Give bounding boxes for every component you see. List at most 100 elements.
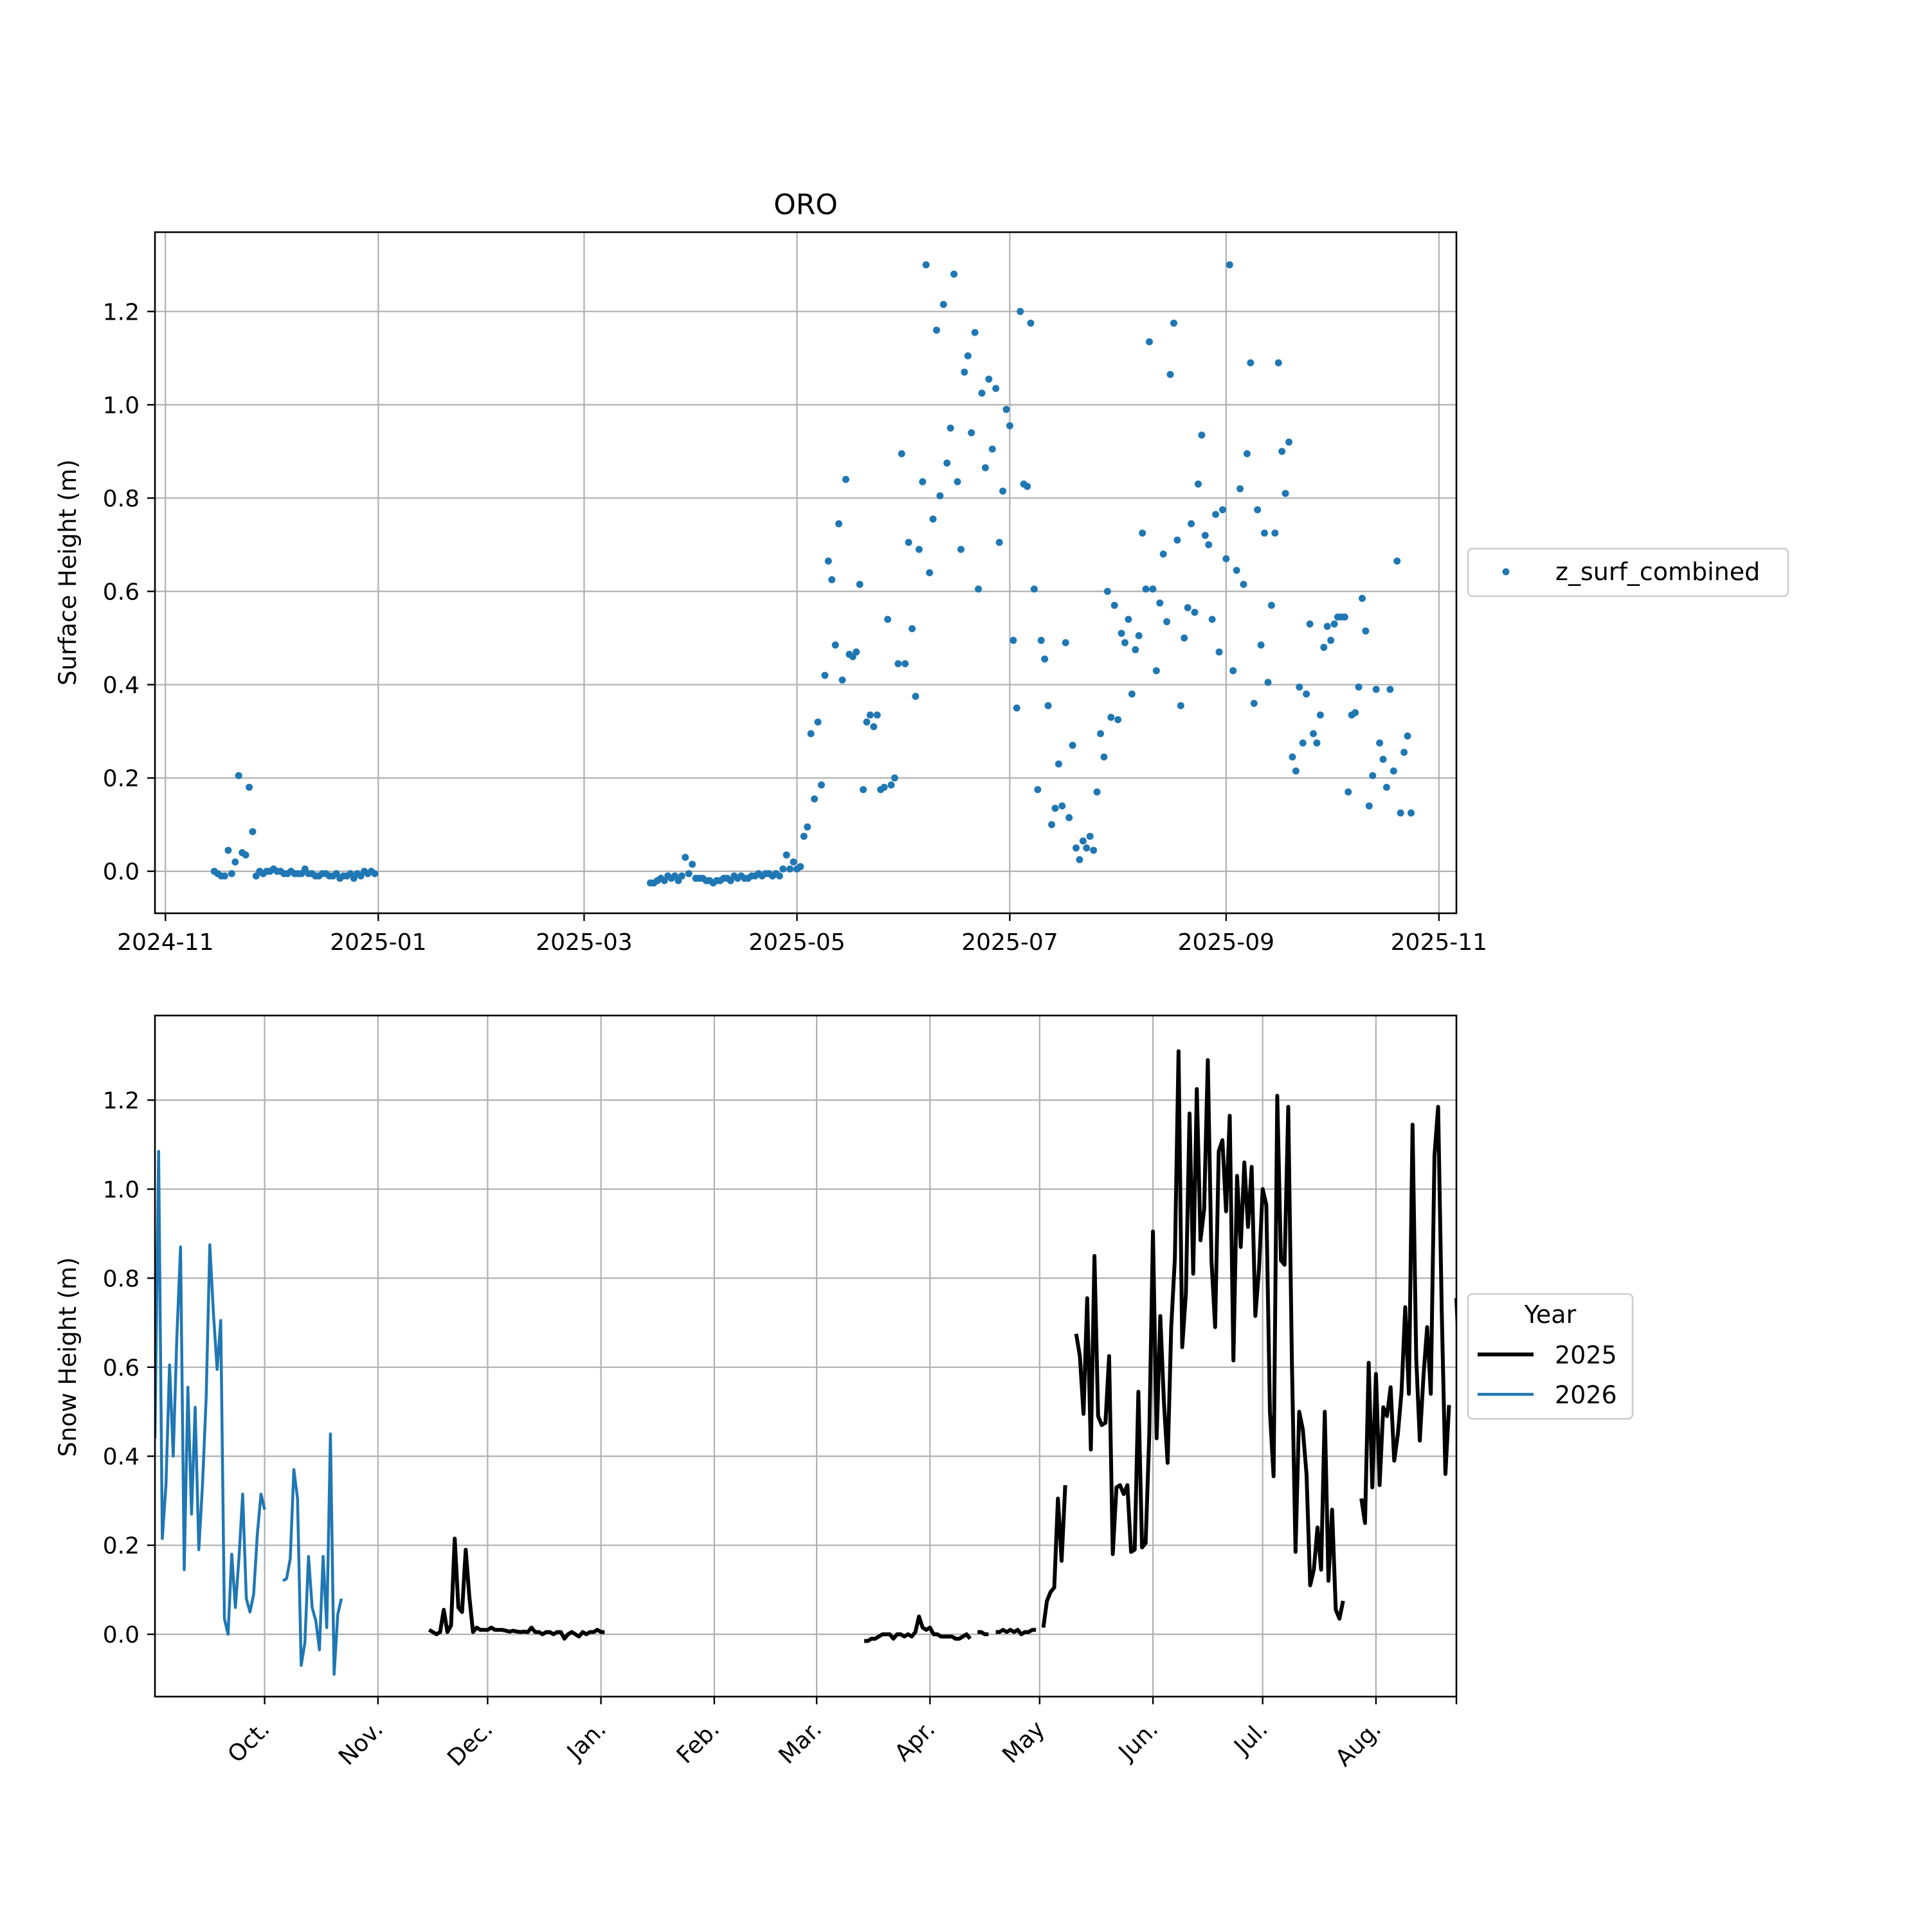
data-point	[1166, 370, 1174, 378]
data-point	[249, 828, 257, 835]
data-point	[915, 545, 923, 553]
data-point	[1114, 716, 1122, 724]
bottom-y-tick-label: 1.2	[103, 1088, 140, 1115]
data-point	[1152, 667, 1160, 675]
data-point	[1327, 637, 1335, 644]
data-point	[1229, 667, 1237, 675]
series-2025-line	[428, 1536, 605, 1641]
data-point	[909, 625, 916, 633]
month-tick-label: Jul.	[1229, 1716, 1273, 1760]
data-point	[968, 429, 975, 437]
data-point	[1198, 432, 1206, 439]
month-tick-label: Mar.	[774, 1716, 827, 1769]
data-point	[1010, 637, 1017, 644]
data-point	[831, 641, 839, 649]
top-y-tick-label: 1.0	[103, 392, 140, 419]
data-point	[811, 795, 819, 803]
data-point	[1281, 489, 1289, 497]
data-point	[926, 569, 934, 576]
data-point	[1372, 686, 1380, 693]
legend-2025-label: 2025	[1555, 1341, 1617, 1369]
data-point	[1274, 359, 1282, 367]
data-point	[992, 385, 1000, 392]
data-point	[800, 832, 808, 840]
month-tick-label: Apr.	[890, 1716, 941, 1767]
data-point	[1097, 730, 1105, 738]
data-point	[1142, 585, 1150, 593]
data-point	[797, 862, 804, 870]
legend-2026-label: 2026	[1555, 1381, 1617, 1409]
data-point	[783, 851, 790, 859]
data-point	[1271, 529, 1279, 537]
data-point	[1107, 713, 1115, 721]
month-tick-label: Dec.	[442, 1716, 498, 1771]
top-legend-box	[1467, 547, 1789, 597]
bottom-legend-title: Year	[1524, 1300, 1577, 1329]
data-point	[1243, 450, 1251, 458]
top-y-tick-label: 0.8	[103, 486, 140, 512]
data-point	[898, 450, 905, 458]
data-point	[1083, 844, 1091, 852]
data-point	[1135, 632, 1143, 639]
data-point	[1264, 679, 1272, 686]
data-point	[1002, 406, 1010, 414]
data-point	[957, 545, 964, 553]
data-point	[894, 660, 902, 668]
data-point	[1362, 627, 1370, 635]
data-point	[1404, 732, 1411, 740]
data-point	[1215, 648, 1223, 656]
data-point	[856, 581, 864, 588]
data-point	[1355, 683, 1363, 691]
chart-title: ORO	[774, 188, 838, 221]
data-point	[964, 352, 972, 360]
data-point	[1194, 480, 1202, 488]
data-point	[779, 865, 787, 873]
data-point	[1177, 702, 1184, 709]
data-point	[814, 718, 822, 726]
bottom-y-tick-label: 0.2	[103, 1533, 140, 1560]
data-point	[842, 475, 849, 483]
data-point	[929, 515, 937, 523]
data-point	[1159, 550, 1167, 558]
month-tick-label: Oct.	[223, 1716, 275, 1768]
top-x-tick-label: 2025-05	[748, 929, 845, 956]
data-point	[1320, 644, 1328, 652]
data-point	[988, 445, 996, 453]
bottom-y-axis-label: Snow Height (m)	[54, 1257, 82, 1457]
data-point	[912, 693, 919, 700]
data-point	[1379, 756, 1387, 763]
data-point	[981, 464, 989, 471]
data-point	[1173, 536, 1181, 544]
data-point	[985, 375, 993, 383]
series-2026-line	[155, 1149, 266, 1636]
data-point	[221, 872, 229, 880]
data-point	[817, 781, 825, 789]
data-point	[1205, 541, 1213, 549]
data-point	[1139, 529, 1146, 537]
data-point	[1345, 788, 1352, 796]
data-point	[224, 846, 232, 854]
data-point	[1030, 585, 1038, 593]
top-y-axis: 0.0 0.2 0.4 0.6 0.8 1.0 1.2	[103, 299, 155, 886]
data-point	[1407, 809, 1415, 817]
data-point	[863, 718, 871, 726]
data-point	[1125, 615, 1132, 623]
data-point	[1069, 742, 1076, 749]
data-point	[824, 557, 832, 565]
data-point	[1132, 646, 1139, 653]
bottom-legend: Year 2025 2026	[1467, 1293, 1634, 1420]
data-point	[790, 858, 797, 866]
series-2025-line	[1074, 1049, 1345, 1621]
data-point	[1218, 506, 1226, 514]
data-point	[775, 872, 783, 880]
data-point	[1076, 856, 1083, 864]
data-point	[1369, 772, 1377, 779]
month-tick-label: Jan.	[561, 1716, 611, 1766]
top-x-axis: 2024-11 2025-01 2025-03 2025-05 2025-07 2025-…	[117, 913, 1487, 956]
data-point	[1058, 802, 1066, 810]
data-point	[1393, 557, 1401, 565]
data-point	[1188, 520, 1195, 527]
top-x-tick-label: 2025-11	[1391, 929, 1487, 956]
data-point	[1352, 709, 1359, 716]
